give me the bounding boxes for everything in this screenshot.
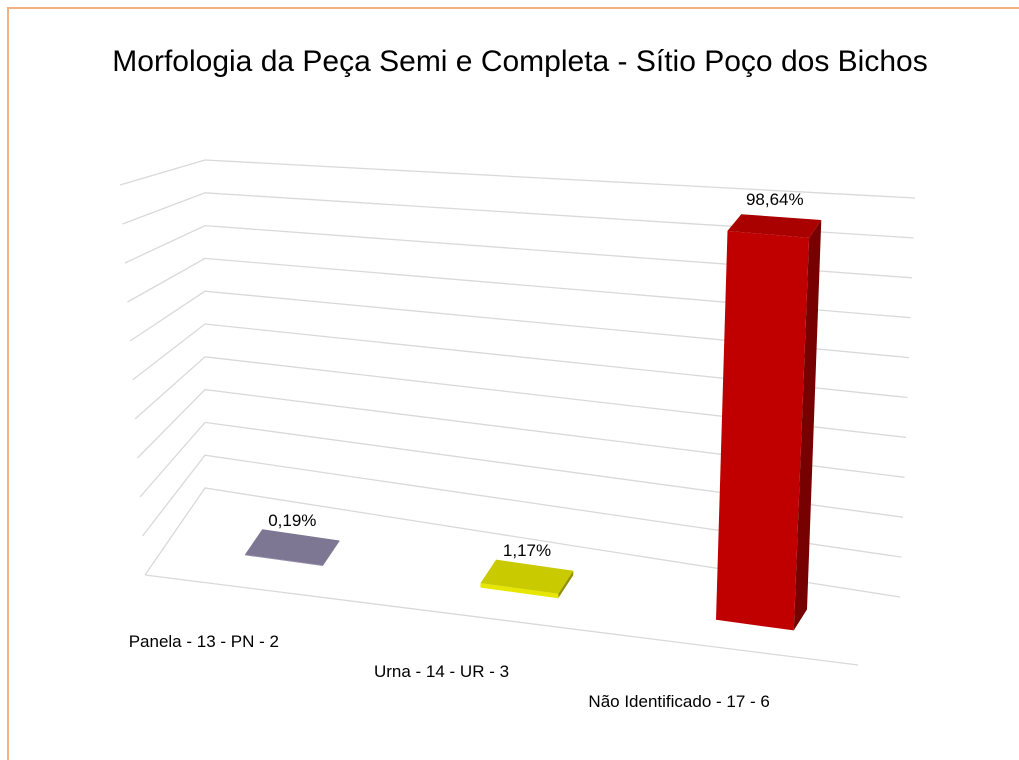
grid-line: [124, 224, 913, 279]
bar-front: [244, 554, 323, 566]
data-label: 0,19%: [268, 511, 317, 531]
bar: [716, 214, 822, 631]
grid-line: [129, 290, 910, 359]
bar-side: [558, 570, 574, 599]
grid-line: [141, 454, 902, 558]
data-label: 98,64%: [745, 189, 804, 209]
bar-top: [480, 559, 574, 594]
bar: [480, 559, 574, 599]
grid-line: [122, 192, 914, 239]
bar-top: [244, 529, 340, 566]
bar-side: [322, 540, 340, 566]
bar-front: [716, 230, 810, 631]
grid-line: [144, 487, 901, 598]
grid-line: [132, 323, 908, 399]
bar-side: [793, 220, 822, 631]
x-tick-label: Panela - 13 - PN - 2: [128, 632, 279, 651]
x-tick-label: Não Identificado - 17 - 6: [588, 692, 770, 711]
data-label: 1,17%: [502, 540, 552, 560]
chart-title: Morfologia da Peça Semi e Completa - Sít…: [112, 45, 928, 78]
grid-line: [134, 356, 907, 439]
bar: [244, 529, 340, 566]
x-tick-label: Urna - 14 - UR - 3: [373, 662, 510, 681]
grid-line: [139, 421, 904, 518]
bar-top: [727, 214, 822, 238]
bar-front: [480, 583, 559, 599]
grid-line: [137, 388, 905, 478]
floor-edge: [144, 574, 859, 666]
grid-line: [127, 257, 911, 319]
frame: [7, 7, 1019, 760]
grid-line: [119, 159, 916, 199]
